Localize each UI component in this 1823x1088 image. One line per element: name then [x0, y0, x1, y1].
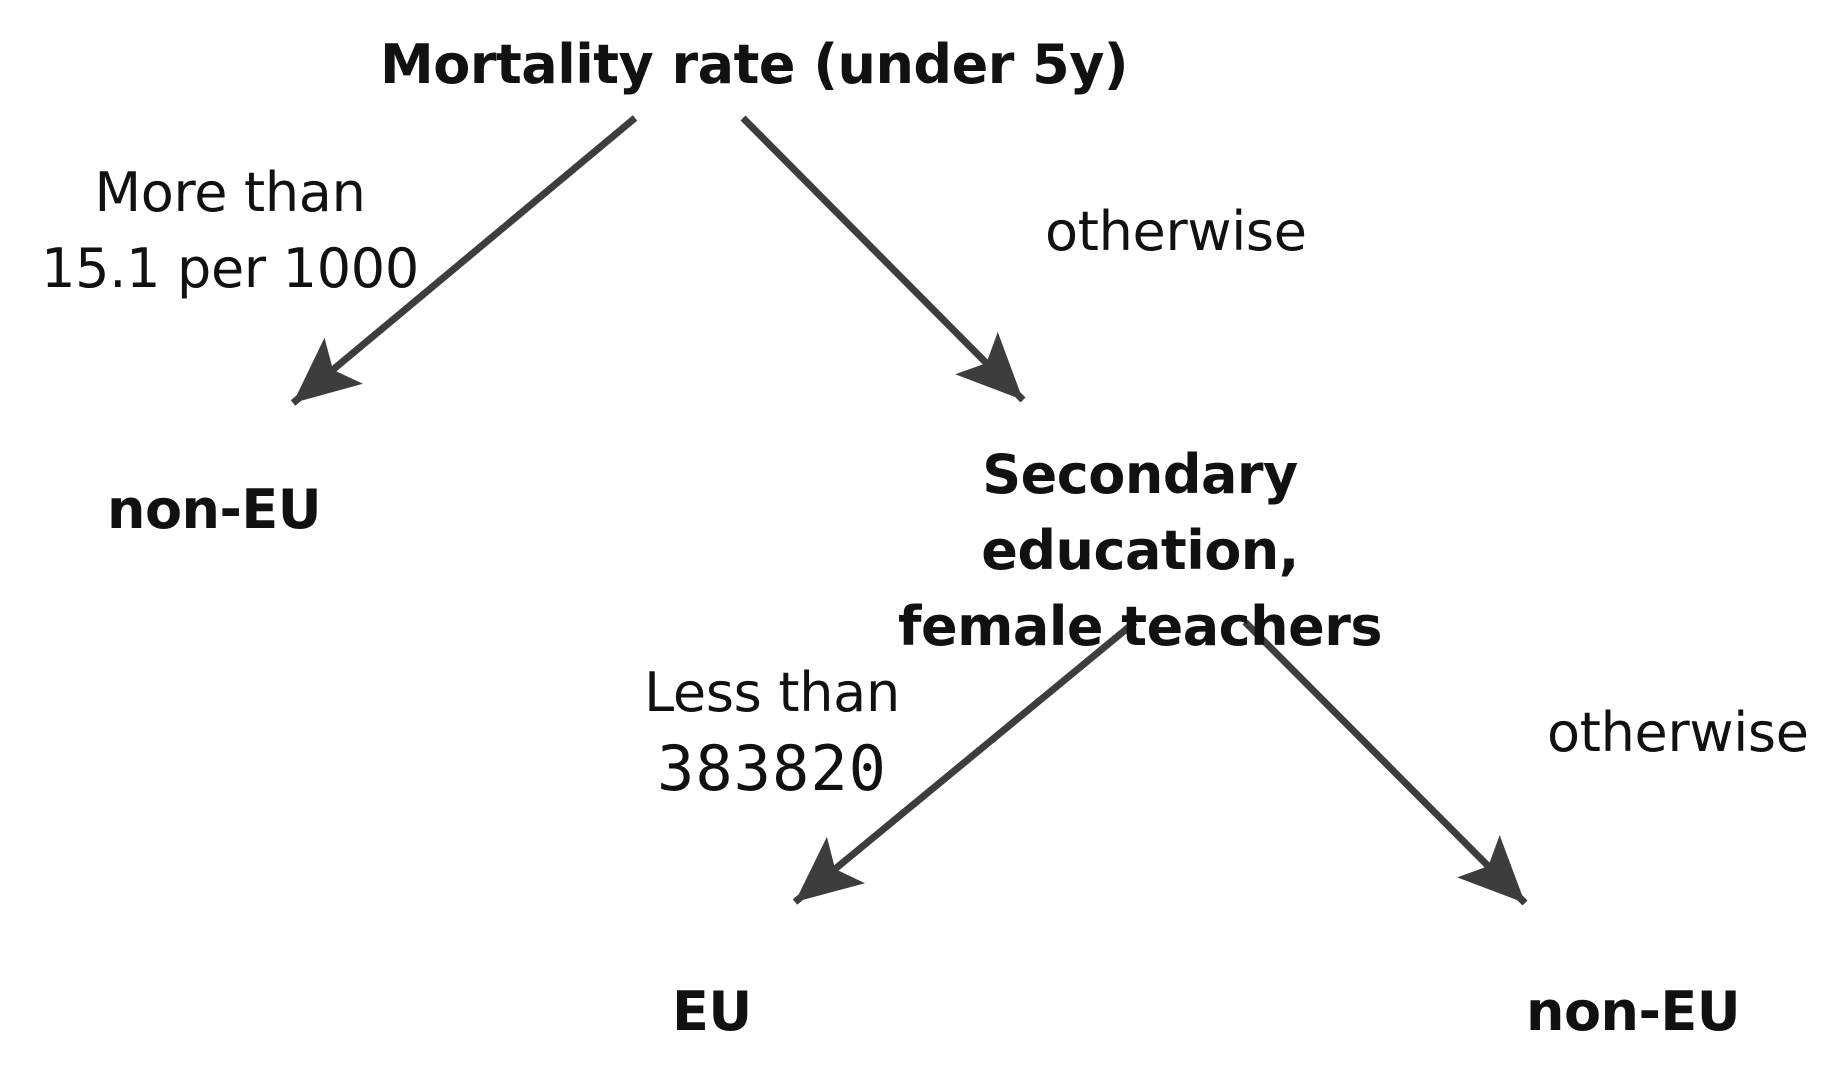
internal-node-secondary-education: Secondary education, female teachers [820, 437, 1460, 665]
condition-line-2: 383820 [657, 732, 887, 805]
internal-node-line-2: female teachers [898, 595, 1382, 658]
leaf-node-non-eu-right: non-EU [1526, 980, 1741, 1043]
root-node-label: Mortality rate (under 5y) [380, 33, 1129, 96]
edge-root-to-non-eu [290, 115, 638, 406]
condition-label-otherwise-top: otherwise [1045, 200, 1307, 263]
edge-secondary-education-to-non-eu [1242, 619, 1528, 906]
condition-label-mortality-high: More than 15.1 per 1000 [40, 155, 420, 307]
condition-line-1: Less than [644, 661, 900, 724]
condition-label-otherwise-bottom: otherwise [1547, 701, 1809, 764]
leaf-node-eu: EU [672, 980, 752, 1043]
internal-node-line-1: Secondary education, [981, 443, 1299, 582]
edge-root-to-secondary-education [740, 115, 1026, 403]
leaf-node-non-eu-left: non-EU [107, 478, 322, 541]
condition-line-2: 15.1 per 1000 [41, 237, 419, 300]
condition-line-1: More than [94, 161, 366, 224]
edge-secondary-education-to-eu [792, 619, 1138, 905]
condition-label-less-than: Less than 383820 [622, 655, 922, 807]
